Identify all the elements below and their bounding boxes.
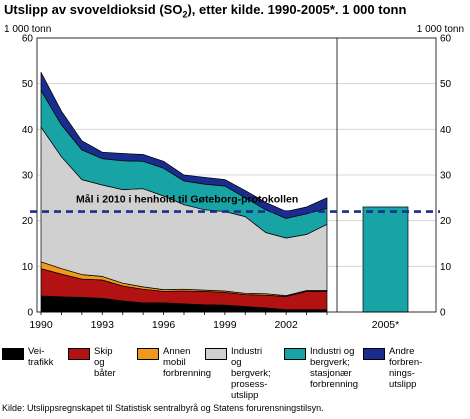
legend-swatch-1 xyxy=(68,348,90,360)
legend-swatch-0 xyxy=(2,348,24,360)
legend-label-5: Andre forbren- nings- utslipp xyxy=(389,346,423,390)
x-tick-label-2005: 2005* xyxy=(372,319,399,331)
y-tick-left-60: 60 xyxy=(22,34,34,45)
y-tick-left-50: 50 xyxy=(22,79,34,90)
bar-2005 xyxy=(362,206,409,313)
y-tick-left-10: 10 xyxy=(22,262,34,273)
x-tick-label-2002: 2002 xyxy=(274,319,298,331)
legend-label-4: Industri og bergverk; stasjonær forbrenn… xyxy=(310,346,359,390)
legend-swatch-4 xyxy=(284,348,306,360)
area-series-5 xyxy=(40,71,328,219)
x-tick-label-1990: 1990 xyxy=(29,319,53,331)
chart-title: Utslipp av svoveldioksid (SO2), etter ki… xyxy=(4,2,407,20)
legend-swatch-2 xyxy=(137,348,159,360)
legend-swatch-3 xyxy=(205,348,227,360)
source-note: Kilde: Utslippsregnskapet til Statistisk… xyxy=(2,403,324,413)
y-axis-unit-right: 1 000 tonn xyxy=(416,24,464,35)
y-tick-left-40: 40 xyxy=(22,125,34,136)
y-tick-right-60: 60 xyxy=(440,34,452,45)
legend-label-1: Skip og båter xyxy=(94,346,116,379)
legend-label-3: Industri og bergverk; prosess- utslipp xyxy=(231,346,271,401)
y-tick-right-10: 10 xyxy=(440,262,452,273)
y-tick-right-30: 30 xyxy=(440,171,452,182)
x-tick-label-1999: 1999 xyxy=(213,319,237,331)
legend-label-0: Vei- trafikk xyxy=(28,346,54,368)
y-tick-right-50: 50 xyxy=(440,79,452,90)
x-tick-label-1996: 1996 xyxy=(152,319,176,331)
y-tick-left-20: 20 xyxy=(22,216,34,227)
legend: Vei- trafikk Skip og båter Annen mobil for… xyxy=(2,346,468,401)
y-tick-left-30: 30 xyxy=(22,171,34,182)
y-tick-right-40: 40 xyxy=(440,125,452,136)
y-tick-left-0: 0 xyxy=(27,308,33,319)
target-line-label: Mål i 2010 i henhold til Gøteborg-protok… xyxy=(76,194,298,206)
plot-frame xyxy=(36,37,437,313)
legend-swatch-5 xyxy=(363,348,385,360)
y-tick-right-20: 20 xyxy=(440,216,452,227)
y-tick-right-0: 0 xyxy=(440,308,446,319)
chart-plot: Mål i 2010 i henhold til Gøteborg-protok… xyxy=(22,34,452,332)
legend-label-2: Annen mobil forbrenning xyxy=(163,346,212,379)
x-tick-label-1993: 1993 xyxy=(91,319,115,331)
y-axis-unit-left: 1 000 tonn xyxy=(4,24,52,35)
